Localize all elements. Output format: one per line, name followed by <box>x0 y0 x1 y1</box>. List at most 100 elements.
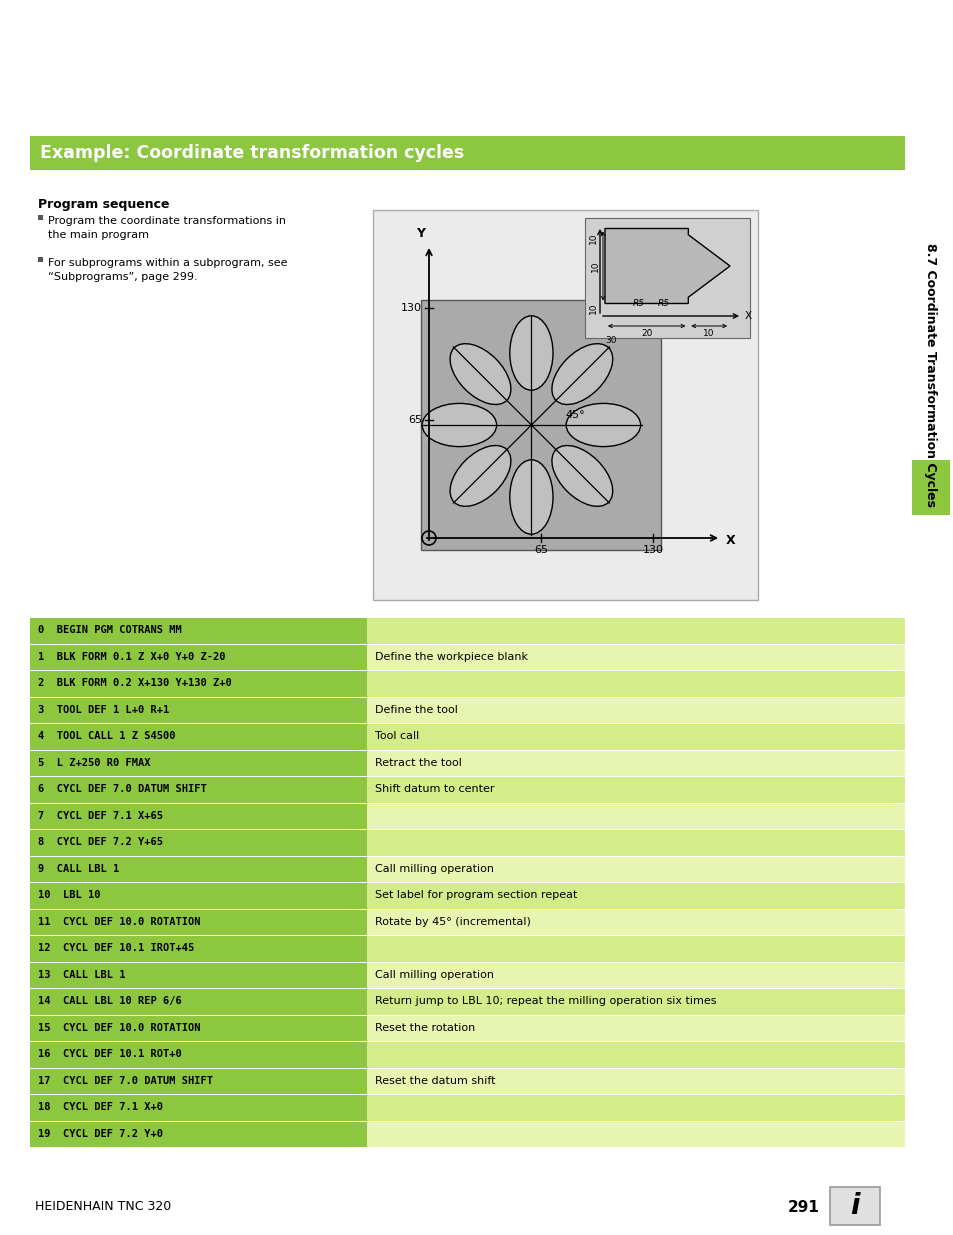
Text: X: X <box>744 311 751 321</box>
Bar <box>30 1014 367 1041</box>
Bar <box>30 1120 367 1147</box>
Bar <box>911 459 949 515</box>
Bar <box>30 618 367 643</box>
Bar <box>367 909 904 935</box>
Text: i: i <box>849 1192 859 1220</box>
Text: 11  CYCL DEF 10.0 ROTATION: 11 CYCL DEF 10.0 ROTATION <box>38 916 200 926</box>
Bar <box>367 803 904 829</box>
Text: Reset the rotation: Reset the rotation <box>375 1023 475 1032</box>
Bar <box>30 962 367 988</box>
Bar <box>30 988 367 1014</box>
Bar <box>30 697 367 722</box>
Text: Program the coordinate transformations in
the main program: Program the coordinate transformations i… <box>48 216 286 240</box>
Text: 10: 10 <box>702 329 714 338</box>
Bar <box>367 750 904 776</box>
Text: 130: 130 <box>400 303 421 312</box>
Bar <box>30 1067 367 1094</box>
Text: Call milling operation: Call milling operation <box>375 969 494 979</box>
Text: 20: 20 <box>640 329 652 338</box>
Bar <box>30 136 904 170</box>
Text: 5  L Z+250 R0 FMAX: 5 L Z+250 R0 FMAX <box>38 758 151 768</box>
Bar <box>367 1014 904 1041</box>
Bar <box>367 882 904 909</box>
Bar <box>30 803 367 829</box>
Text: 291: 291 <box>787 1199 820 1214</box>
Text: 0  BEGIN PGM COTRANS MM: 0 BEGIN PGM COTRANS MM <box>38 625 182 635</box>
Bar <box>367 1120 904 1147</box>
Text: 15  CYCL DEF 10.0 ROTATION: 15 CYCL DEF 10.0 ROTATION <box>38 1023 200 1032</box>
Bar <box>30 882 367 909</box>
Text: 18  CYCL DEF 7.1 X+0: 18 CYCL DEF 7.1 X+0 <box>38 1103 163 1113</box>
Polygon shape <box>604 228 729 304</box>
Text: 3  TOOL DEF 1 L+0 R+1: 3 TOOL DEF 1 L+0 R+1 <box>38 705 169 715</box>
Text: 10: 10 <box>590 261 599 272</box>
Ellipse shape <box>422 404 497 447</box>
Text: 16  CYCL DEF 10.1 ROT+0: 16 CYCL DEF 10.1 ROT+0 <box>38 1050 182 1060</box>
Bar <box>584 219 749 338</box>
Text: Retract the tool: Retract the tool <box>375 758 461 768</box>
Bar <box>30 856 367 882</box>
Bar <box>367 671 904 697</box>
Ellipse shape <box>552 343 612 405</box>
Text: Tool call: Tool call <box>375 731 418 741</box>
Text: Program sequence: Program sequence <box>38 198 170 211</box>
Bar <box>30 750 367 776</box>
Text: Return jump to LBL 10; repeat the milling operation six times: Return jump to LBL 10; repeat the millin… <box>375 997 716 1007</box>
Bar <box>30 776 367 803</box>
Text: 7  CYCL DEF 7.1 X+65: 7 CYCL DEF 7.1 X+65 <box>38 810 163 821</box>
Text: 10  LBL 10: 10 LBL 10 <box>38 890 100 900</box>
Bar <box>367 962 904 988</box>
Text: 30: 30 <box>604 336 616 345</box>
Text: Define the workpiece blank: Define the workpiece blank <box>375 652 527 662</box>
Bar <box>30 935 367 962</box>
Bar <box>367 1067 904 1094</box>
Bar <box>38 215 43 220</box>
Bar <box>38 257 43 262</box>
Text: 19  CYCL DEF 7.2 Y+0: 19 CYCL DEF 7.2 Y+0 <box>38 1129 163 1139</box>
Bar <box>829 1187 879 1225</box>
Bar <box>30 722 367 750</box>
Bar <box>367 829 904 856</box>
Bar <box>367 935 904 962</box>
Ellipse shape <box>552 446 612 506</box>
Text: Reset the datum shift: Reset the datum shift <box>375 1076 495 1086</box>
Text: R5: R5 <box>632 300 643 309</box>
Text: 2  BLK FORM 0.2 X+130 Y+130 Z+0: 2 BLK FORM 0.2 X+130 Y+130 Z+0 <box>38 678 232 688</box>
Ellipse shape <box>450 446 511 506</box>
Bar <box>367 618 904 643</box>
Text: Y: Y <box>416 227 425 240</box>
Text: For subprograms within a subprogram, see
“Subprograms”, page 299.: For subprograms within a subprogram, see… <box>48 258 287 282</box>
Bar <box>367 1094 904 1120</box>
Ellipse shape <box>509 316 553 390</box>
Bar <box>367 643 904 671</box>
Ellipse shape <box>566 404 639 447</box>
Text: 45°: 45° <box>564 410 584 420</box>
Bar <box>367 988 904 1014</box>
Text: R5: R5 <box>657 300 669 309</box>
Text: 9  CALL LBL 1: 9 CALL LBL 1 <box>38 863 119 873</box>
Text: Set label for program section repeat: Set label for program section repeat <box>375 890 577 900</box>
Bar <box>420 300 660 550</box>
Bar <box>367 856 904 882</box>
Text: 6  CYCL DEF 7.0 DATUM SHIFT: 6 CYCL DEF 7.0 DATUM SHIFT <box>38 784 207 794</box>
Bar <box>30 643 367 671</box>
Bar <box>367 776 904 803</box>
Text: Call milling operation: Call milling operation <box>375 863 494 873</box>
Text: HEIDENHAIN TNC 320: HEIDENHAIN TNC 320 <box>35 1200 172 1214</box>
Text: X: X <box>725 534 735 547</box>
Text: 65: 65 <box>408 415 421 425</box>
Text: 10: 10 <box>588 303 598 314</box>
Text: Example: Coordinate transformation cycles: Example: Coordinate transformation cycle… <box>40 144 464 162</box>
Text: 65: 65 <box>534 545 547 555</box>
Text: 10: 10 <box>588 232 597 243</box>
Text: Define the tool: Define the tool <box>375 705 457 715</box>
Text: 130: 130 <box>641 545 662 555</box>
Bar <box>30 1094 367 1120</box>
Bar <box>367 697 904 722</box>
Text: 17  CYCL DEF 7.0 DATUM SHIFT: 17 CYCL DEF 7.0 DATUM SHIFT <box>38 1076 213 1086</box>
Bar <box>30 671 367 697</box>
Text: 12  CYCL DEF 10.1 IROT+45: 12 CYCL DEF 10.1 IROT+45 <box>38 944 194 953</box>
Text: 4  TOOL CALL 1 Z S4500: 4 TOOL CALL 1 Z S4500 <box>38 731 175 741</box>
Bar <box>367 1041 904 1067</box>
Text: 8  CYCL DEF 7.2 Y+65: 8 CYCL DEF 7.2 Y+65 <box>38 837 163 847</box>
